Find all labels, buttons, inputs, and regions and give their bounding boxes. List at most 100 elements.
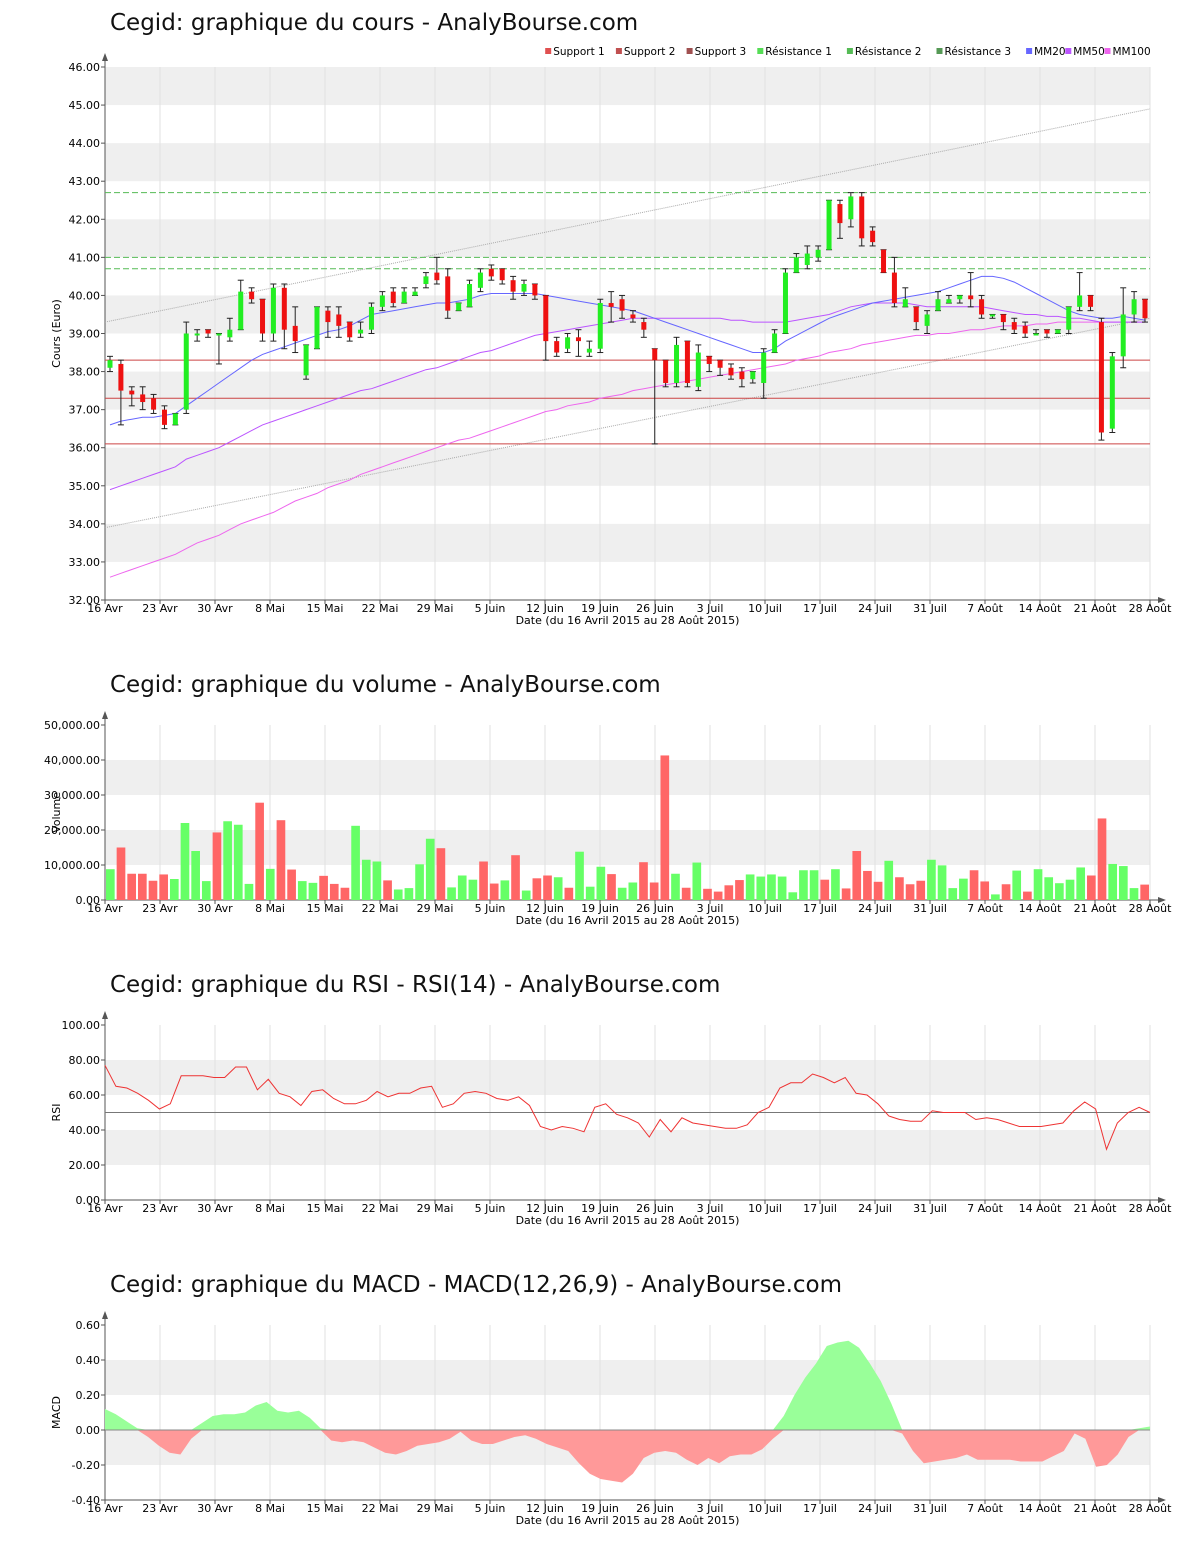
y-tick-label: 44.00 [69,137,101,150]
x-tick-label: 17 Juil [803,1502,837,1515]
volume-bar-up [169,879,179,900]
y-tick-label: 100.00 [62,1019,101,1032]
y-tick-label: 0.00 [76,1194,101,1207]
candle-up [227,329,233,338]
candle-up [401,291,407,304]
x-tick-label: 23 Avr [142,602,178,615]
candle-up [1066,306,1072,330]
x-tick-label: 28 Août [1129,902,1173,915]
volume-bar-up [671,873,680,900]
candle-down [260,299,266,334]
x-tick-label: 24 Juil [858,1202,892,1215]
x-tick-label: 26 Juin [636,1202,674,1215]
y-tick-label: 35.00 [69,480,101,493]
x-tick-label: 28 Août [1129,602,1173,615]
rsi-chart: Cegid: graphique du RSI - RSI(14) - Anal… [0,940,1200,1240]
grid-band [105,760,1150,795]
candle-up [946,299,952,304]
volume-bar-up [1065,879,1075,900]
x-tick-label: 16 Avr [87,1202,123,1215]
volume-bar-up [308,882,318,900]
volume-bar-up [596,866,606,900]
candle-down [292,325,298,342]
x-tick-label: 3 Juil [697,602,724,615]
volume-bar-up [201,881,211,900]
volume-bar-down [436,848,446,900]
candle-up [957,295,963,300]
x-tick-label: 10 Juil [748,902,782,915]
candle-down [161,409,167,425]
x-tick-label: 19 Juin [581,602,619,615]
x-tick-label: 26 Juin [636,1502,674,1515]
volume-bar-down [212,832,222,900]
macd-chart: Cegid: graphique du MACD - MACD(12,26,9)… [0,1240,1200,1550]
volume-bar-up [788,892,798,900]
volume-bar-down [916,880,926,900]
legend-swatch [846,48,853,54]
candle-down [739,371,745,380]
x-tick-label: 10 Juil [748,1502,782,1515]
candle-down [543,295,549,342]
candle-up [804,253,810,265]
volume-bar-down [116,847,126,900]
y-tick-label: 0.60 [76,1319,101,1332]
volume-bar-up [1076,867,1086,900]
volume-bar-up [1033,869,1043,900]
volume-bar-up [884,860,894,900]
candle-down [325,310,331,323]
volume-bar-up [777,876,787,900]
y-tick-label: 46.00 [69,61,101,74]
mm100-line [109,321,1145,578]
volume-bar-down [980,881,990,900]
candle-down [1088,295,1094,307]
legend-swatch [615,48,622,54]
candle-up [194,333,200,336]
x-tick-label: 3 Juil [697,902,724,915]
x-tick-label: 15 Mai [307,602,344,615]
volume-bar-up [927,859,936,900]
x-tick-label: 24 Juil [858,602,892,615]
y-tick-label: 0.00 [76,894,101,907]
x-tick-label: 5 Juin [475,1502,506,1515]
candle-down [641,322,647,330]
candle-down [630,314,636,319]
candle-up [314,306,320,349]
legend-label: Support 3 [695,46,747,58]
grid-band [105,1360,1150,1395]
volume-bar-down [703,888,712,900]
candle-down [837,204,843,224]
legend-swatch [1065,48,1072,54]
volume-bar-down [340,887,350,900]
candle-down [434,272,440,281]
x-tick-label: 14 Août [1019,1202,1063,1215]
y-tick-label: 39.00 [69,328,101,341]
candle-down [575,337,581,342]
legend-label: MM100 [1113,46,1151,58]
legend-label: Résistance 2 [855,46,922,58]
x-tick-label: 14 Août [1019,902,1063,915]
x-tick-label: 8 Mai [255,1502,285,1515]
candle-up [1077,295,1083,307]
x-tick-label: 21 Août [1074,1502,1118,1515]
volume-bar-down [863,870,872,900]
x-tick-label: 10 Juil [748,602,782,615]
x-tick-label: 7 Août [967,902,1004,915]
x-tick-label: 30 Avr [197,902,233,915]
x-tick-label: 12 Juin [526,902,564,915]
candle-down [281,287,287,330]
volume-bar-up [1119,866,1128,900]
candle-down [336,314,342,326]
legend-label: Support 1 [553,46,605,58]
candle-up [935,299,941,311]
volume-bar-up [180,823,190,900]
candle-down [151,398,157,410]
x-tick-label: 28 Août [1129,1202,1173,1215]
y-tick-label: 10,000.00 [44,859,100,872]
x-tick-label: 8 Mai [255,602,285,615]
volume-bar-up [223,821,232,900]
candle-down [129,390,135,395]
volume-bar-up [393,889,403,900]
candle-up [521,284,527,292]
volume-bar-down [148,880,158,900]
x-tick-label: 26 Juin [636,602,674,615]
